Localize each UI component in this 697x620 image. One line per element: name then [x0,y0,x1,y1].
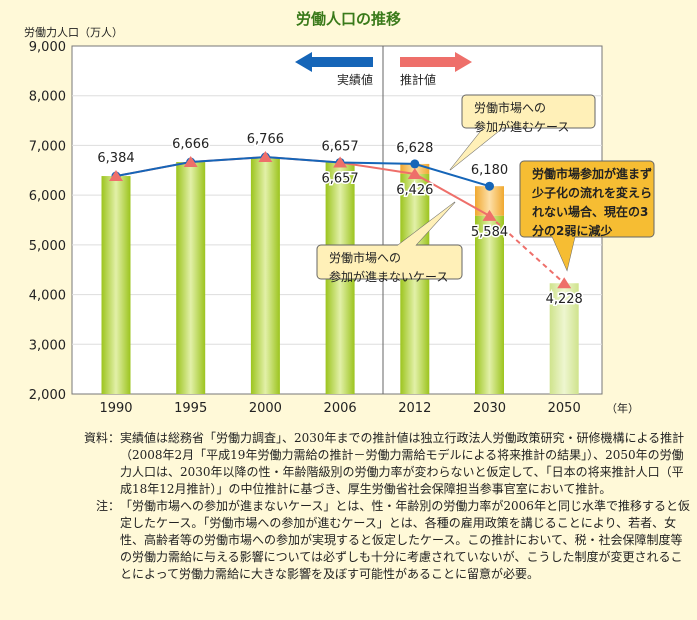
series-not-participating-dashed-line [488,215,565,284]
source-label: 資料： [83,431,120,445]
callout-participating-pointer-fill [450,126,505,170]
notes: 資料： 実績値は総務省「労働力調査」、2030年までの推計値は独立行政法人労働政策… [60,430,690,583]
bar-2012 [400,173,430,394]
series-not-participating-marker [183,156,198,168]
x-tick-label: 1995 [174,401,207,416]
arrow-right-icon [400,52,472,72]
data-label: 6,180 [471,163,508,178]
callout-participating-box [461,94,596,129]
chart: 2,000 3,000 4,000 5,000 6,000 7,000 8,000 9,000… [29,40,655,416]
callout-not-participating-text: 参加が進まないケース [329,269,448,284]
series-not-participating-marker [407,167,422,179]
x-tick-label: 2050 [548,401,581,416]
y-tick-label: 7,000 [29,139,66,154]
y-tick-label: 8,000 [29,90,66,105]
series-not-participating-marker [557,277,572,289]
x-tick-label: 2030 [473,401,506,416]
legend-actual: 実績値 [337,72,373,87]
callout-not-participating-text: 労働市場への [329,250,401,265]
y-tick-label: 2,000 [29,388,66,403]
callout-summary-pointer-fill [552,236,575,270]
callout-summary-box [519,160,655,238]
x-tick-label: 2006 [324,401,357,416]
data-label: 5,584 [471,225,508,240]
chart-title: 労働人口の推移 [295,10,401,28]
footnote: 注： 「労働市場への参加が進まないケース」とは、性・年齢別の労働力率が2006年と… [60,498,690,583]
y-axis-label: 労働力人口（万人） [24,26,123,39]
source-note: 資料： 実績値は総務省「労働力調査」、2030年までの推計値は独立行政法人労働政策… [60,430,690,498]
callout-summary-text: 労働市場参加が進まず [532,166,652,181]
y-tick-label: 3,000 [29,338,66,353]
y-tick-label: 5,000 [29,239,66,254]
bar-1990 [101,176,131,394]
series-not-participating-marker [333,156,348,168]
legend-projected: 推計値 [400,72,436,87]
series-not-participating-marker [482,209,497,221]
bar-2030 [475,215,504,394]
x-axis-unit: （年） [606,401,639,415]
data-label: 6,666 [172,137,209,152]
series-participating-marker [485,181,494,191]
arrow-left-icon [295,52,373,72]
data-label: 4,228 [546,292,583,307]
series-not-participating-marker [109,170,123,182]
bar-2050 [549,283,579,394]
data-label: 6,628 [396,141,433,156]
callout-participating-text: 労働市場への [474,100,546,115]
series-participating-line [115,156,490,188]
y-tick-label: 9,000 [29,40,66,55]
callout-summary-text: れない場合、現在の3 [532,204,648,219]
x-tick-label: 1990 [99,401,132,416]
x-tick-label: 2012 [398,401,431,416]
bar-1995 [176,162,206,394]
y-tick-label: 6,000 [29,189,66,204]
footnote-text: 「労働市場への参加が進まないケース」とは、性・年齢別の労働力率が2006年と同じ… [120,499,690,581]
x-tick-label: 2000 [249,401,282,416]
source-text: 実績値は総務省「労働力調査」、2030年までの推計値は独立行政法人労働政策研究・… [120,431,685,496]
callout-participating-text: 参加が進むケース [474,119,569,134]
data-label: 6,766 [247,132,284,147]
data-label: 6,657 [321,139,358,154]
callout-not-participating-pointer-fill [397,202,455,246]
data-label: 6,426 [396,183,433,198]
bar-2000 [250,157,280,394]
callout-summary-text: 分の2弱に減少 [532,223,612,238]
data-label: 6,657 [321,171,358,186]
series-not-participating-marker [258,151,273,163]
data-label: 6,384 [97,151,134,166]
y-tick-label: 4,000 [29,289,66,304]
callout-not-participating-box [316,244,463,280]
footnote-label: 注： [95,499,120,513]
callout-summary-text: 少子化の流れを変えら [531,185,652,200]
series-participating-marker [410,159,420,169]
